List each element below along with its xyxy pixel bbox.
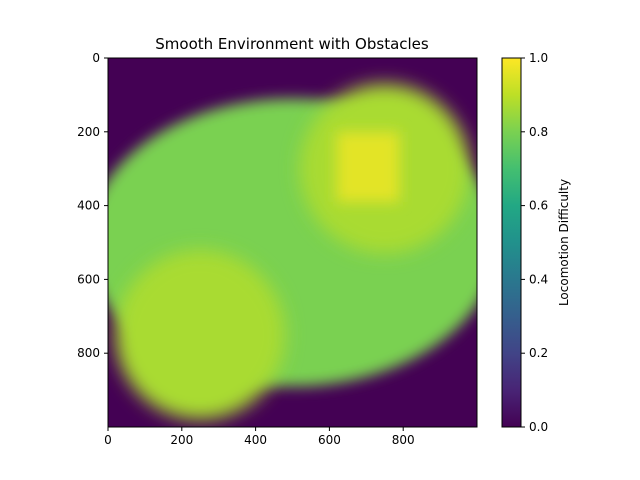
x-tick-label: 400 xyxy=(244,433,267,447)
x-tick-label: 800 xyxy=(392,433,415,447)
chart-title: Smooth Environment with Obstacles xyxy=(155,35,429,53)
x-tick-label: 200 xyxy=(170,433,193,447)
colorbar-tick-label: 0.6 xyxy=(529,199,548,213)
heatmap-plot-area xyxy=(108,58,477,427)
colorbar-gradient xyxy=(501,57,522,428)
colorbar-tick-label: 0.4 xyxy=(529,272,548,286)
x-axis: 0 200 400 600 800 xyxy=(104,427,415,447)
colorbar: 0.0 0.2 0.4 0.6 0.8 1.0 Locomotion Difficulty xyxy=(501,51,571,434)
colorbar-tick-label: 1.0 xyxy=(529,51,548,65)
y-tick-label: 400 xyxy=(77,199,100,213)
colorbar-ticks: 0.0 0.2 0.4 0.6 0.8 1.0 xyxy=(521,51,548,434)
x-tick-label: 0 xyxy=(104,433,112,447)
colorbar-tick-label: 0.2 xyxy=(529,346,548,360)
heatmap-field xyxy=(108,83,477,420)
obstacle-circle-2 xyxy=(115,249,286,420)
colorbar-label: Locomotion Difficulty xyxy=(557,179,571,306)
y-tick-label: 800 xyxy=(77,346,100,360)
colorbar-tick-label: 0.0 xyxy=(529,420,548,434)
plot-frame xyxy=(107,57,478,428)
y-tick-label: 600 xyxy=(77,272,100,286)
x-tick-label: 600 xyxy=(318,433,341,447)
obstacle-square xyxy=(336,131,400,202)
colorbar-tick-label: 0.8 xyxy=(529,125,548,139)
y-axis: 0 200 400 600 800 xyxy=(77,51,108,360)
y-tick-label: 0 xyxy=(92,51,100,65)
y-tick-label: 200 xyxy=(77,125,100,139)
